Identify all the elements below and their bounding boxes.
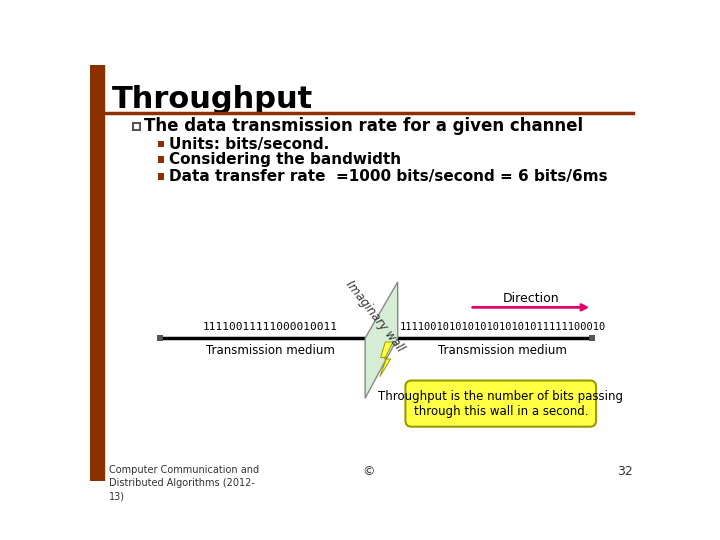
Bar [158,141,164,147]
Text: Considering the bandwidth: Considering the bandwidth [169,152,401,167]
Text: Data transfer rate  =1000 bits/second = 6 bits/6ms: Data transfer rate =1000 bits/second = 6… [169,169,608,184]
Text: 11110011111000010011: 11110011111000010011 [203,322,338,332]
Text: 111100101010101010101011111100010: 111100101010101010101011111100010 [400,322,606,332]
Bar [157,335,163,341]
Text: ©: © [363,465,375,478]
Polygon shape [380,342,393,377]
Bar [158,157,164,163]
Bar [90,65,104,481]
Text: Computer Communication and
Distributed Algorithms (2012-
13): Computer Communication and Distributed A… [109,465,259,502]
Text: Direction: Direction [503,292,559,305]
Text: The data transmission rate for a given channel: The data transmission rate for a given c… [144,117,583,136]
Text: Throughput is the number of bits passing
through this wall in a second.: Throughput is the number of bits passing… [378,389,624,417]
Bar [132,123,140,130]
Text: Imaginary wall: Imaginary wall [343,279,406,355]
FancyBboxPatch shape [405,381,596,427]
Polygon shape [365,282,397,398]
Text: Throughput: Throughput [112,85,313,114]
Text: Transmission medium: Transmission medium [206,344,335,357]
Text: Units: bits/second.: Units: bits/second. [169,137,329,152]
Text: Transmission medium: Transmission medium [438,344,567,357]
Bar [589,335,595,341]
Bar [158,173,164,179]
Text: 32: 32 [617,465,632,478]
